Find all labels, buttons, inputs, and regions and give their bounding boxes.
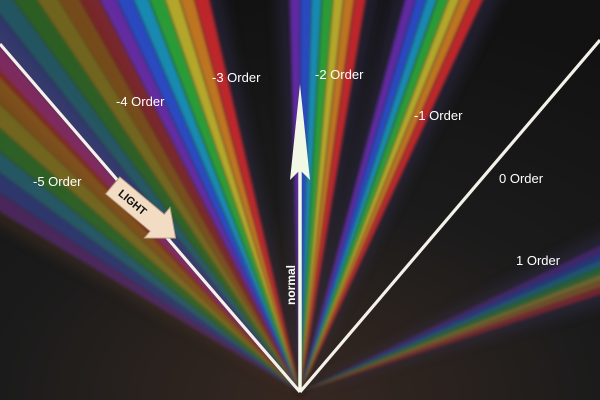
spectrum-band (165, 0, 300, 392)
spectrum-band (300, 281, 600, 392)
spectrum-band (80, 0, 300, 392)
spectrum-band (100, 0, 300, 392)
order-glow (300, 232, 600, 392)
order-label-minus4: -4 Order (116, 94, 165, 109)
spectrum-band (59, 0, 300, 392)
spectrum-band (194, 0, 300, 392)
spectrum-band (300, 0, 427, 392)
spectrum-band (300, 253, 600, 392)
order-label-minus1: -1 Order (414, 108, 463, 123)
spectrum-band (289, 0, 301, 392)
spectrum-band (300, 245, 600, 392)
order-label-minus5: -5 Order (33, 174, 82, 189)
spectrum-band (300, 0, 366, 392)
spectrum-band (300, 0, 312, 392)
spectrum-band (300, 0, 483, 392)
order-glow (300, 0, 500, 392)
order-label-0: 0 Order (499, 171, 544, 186)
spectrum-band (117, 0, 300, 392)
normal-arrow-icon (290, 84, 310, 180)
normal-label: normal (284, 265, 298, 305)
spectrum-band (300, 0, 333, 392)
spectrum-band (180, 0, 300, 392)
order-label-minus2: -2 Order (315, 67, 364, 82)
spectrum-band (149, 0, 300, 392)
spectrum-band (300, 0, 323, 392)
spectrum-band (0, 0, 300, 392)
spectrum-band (300, 0, 449, 392)
spectrum-band (300, 267, 600, 392)
zero-order-beam (298, 38, 600, 394)
spectrum-band (300, 287, 600, 392)
spectrum-band (37, 0, 300, 392)
normal-arrow: normal (284, 84, 310, 392)
spectrum-band (13, 0, 300, 392)
order-label-minus3: -3 Order (212, 70, 261, 85)
order-label-plus1: 1 Order (516, 253, 561, 268)
light-arrow-icon (104, 176, 177, 239)
spectrum-band (300, 0, 355, 392)
spectrum-band (133, 0, 300, 392)
